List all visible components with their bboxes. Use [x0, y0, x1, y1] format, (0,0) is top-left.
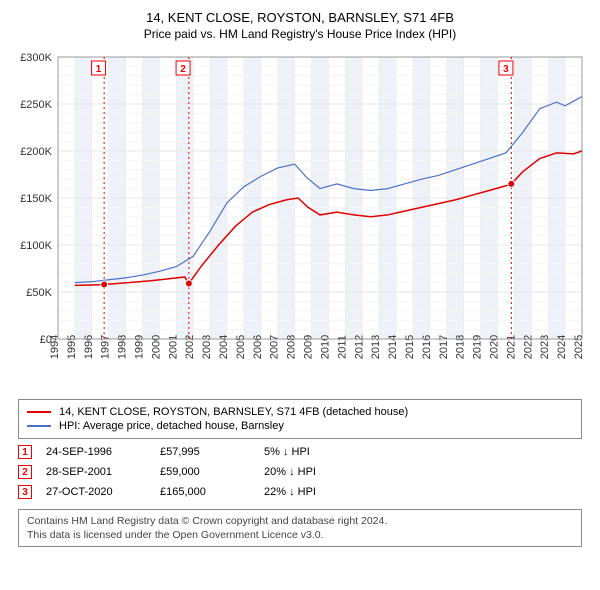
svg-text:2019: 2019	[472, 335, 484, 359]
legend-label: 14, KENT CLOSE, ROYSTON, BARNSLEY, S71 4…	[59, 406, 408, 418]
svg-text:2014: 2014	[387, 335, 399, 359]
marker-price: £165,000	[160, 486, 250, 498]
svg-text:2003: 2003	[201, 335, 213, 359]
svg-text:2008: 2008	[286, 335, 298, 359]
svg-text:2001: 2001	[167, 335, 179, 359]
marker-date: 24-SEP-1996	[46, 446, 146, 458]
marker-pct: 22% ↓ HPI	[264, 486, 404, 498]
svg-text:£100K: £100K	[20, 240, 52, 252]
svg-text:£250K: £250K	[20, 99, 52, 111]
svg-text:2020: 2020	[488, 335, 500, 359]
marker-row: 3 27-OCT-2020 £165,000 22% ↓ HPI	[18, 485, 582, 499]
legend-label: HPI: Average price, detached house, Barn…	[59, 420, 284, 432]
svg-text:2023: 2023	[539, 335, 551, 359]
svg-text:1999: 1999	[134, 335, 146, 359]
footer-line-1: Contains HM Land Registry data © Crown c…	[27, 514, 573, 528]
chart-container: 14, KENT CLOSE, ROYSTON, BARNSLEY, S71 4…	[0, 0, 600, 555]
marker-number: 3	[18, 485, 32, 499]
marker-date: 27-OCT-2020	[46, 486, 146, 498]
svg-text:2: 2	[180, 64, 186, 75]
marker-price: £59,000	[160, 466, 250, 478]
svg-text:2004: 2004	[218, 335, 230, 359]
marker-price: £57,995	[160, 446, 250, 458]
legend-line-swatch	[27, 425, 51, 427]
footer: Contains HM Land Registry data © Crown c…	[18, 509, 582, 547]
svg-text:£200K: £200K	[20, 146, 52, 158]
svg-text:2017: 2017	[438, 335, 450, 359]
svg-text:2009: 2009	[303, 335, 315, 359]
chart: £0£50K£100K£150K£200K£250K£300K199419951…	[10, 49, 590, 389]
legend-line-swatch	[27, 411, 51, 413]
titles: 14, KENT CLOSE, ROYSTON, BARNSLEY, S71 4…	[10, 10, 590, 41]
title-sub: Price paid vs. HM Land Registry's House …	[10, 27, 590, 41]
svg-text:1995: 1995	[66, 335, 78, 359]
svg-text:1: 1	[96, 64, 102, 75]
svg-text:2013: 2013	[370, 335, 382, 359]
svg-text:£300K: £300K	[20, 52, 52, 64]
svg-text:2022: 2022	[522, 335, 534, 359]
svg-text:2000: 2000	[150, 335, 162, 359]
marker-pct: 5% ↓ HPI	[264, 446, 404, 458]
svg-text:1996: 1996	[83, 335, 95, 359]
svg-text:1997: 1997	[100, 335, 112, 359]
svg-text:2005: 2005	[235, 335, 247, 359]
marker-number: 1	[18, 445, 32, 459]
legend-series: 14, KENT CLOSE, ROYSTON, BARNSLEY, S71 4…	[18, 399, 582, 439]
marker-number: 2	[18, 465, 32, 479]
chart-svg: £0£50K£100K£150K£200K£250K£300K199419951…	[10, 49, 590, 389]
svg-text:2006: 2006	[252, 335, 264, 359]
legend-row: HPI: Average price, detached house, Barn…	[27, 420, 573, 432]
svg-text:2015: 2015	[404, 335, 416, 359]
marker-pct: 20% ↓ HPI	[264, 466, 404, 478]
svg-text:2018: 2018	[455, 335, 467, 359]
svg-text:2012: 2012	[353, 335, 365, 359]
svg-text:3: 3	[503, 64, 509, 75]
footer-line-2: This data is licensed under the Open Gov…	[27, 528, 573, 542]
title-main: 14, KENT CLOSE, ROYSTON, BARNSLEY, S71 4…	[10, 10, 590, 25]
svg-text:1998: 1998	[117, 335, 129, 359]
svg-text:2024: 2024	[556, 335, 568, 359]
legend-row: 14, KENT CLOSE, ROYSTON, BARNSLEY, S71 4…	[27, 406, 573, 418]
svg-text:1994: 1994	[49, 335, 61, 359]
marker-row: 1 24-SEP-1996 £57,995 5% ↓ HPI	[18, 445, 582, 459]
svg-text:2010: 2010	[319, 335, 331, 359]
marker-legend: 1 24-SEP-1996 £57,995 5% ↓ HPI 2 28-SEP-2001 £…	[18, 445, 582, 499]
marker-row: 2 28-SEP-2001 £59,000 20% ↓ HPI	[18, 465, 582, 479]
svg-text:2007: 2007	[269, 335, 281, 359]
svg-text:£150K: £150K	[20, 193, 52, 205]
svg-text:2002: 2002	[184, 335, 196, 359]
svg-text:2016: 2016	[421, 335, 433, 359]
marker-date: 28-SEP-2001	[46, 466, 146, 478]
svg-text:2025: 2025	[573, 335, 585, 359]
svg-text:£50K: £50K	[26, 287, 52, 299]
